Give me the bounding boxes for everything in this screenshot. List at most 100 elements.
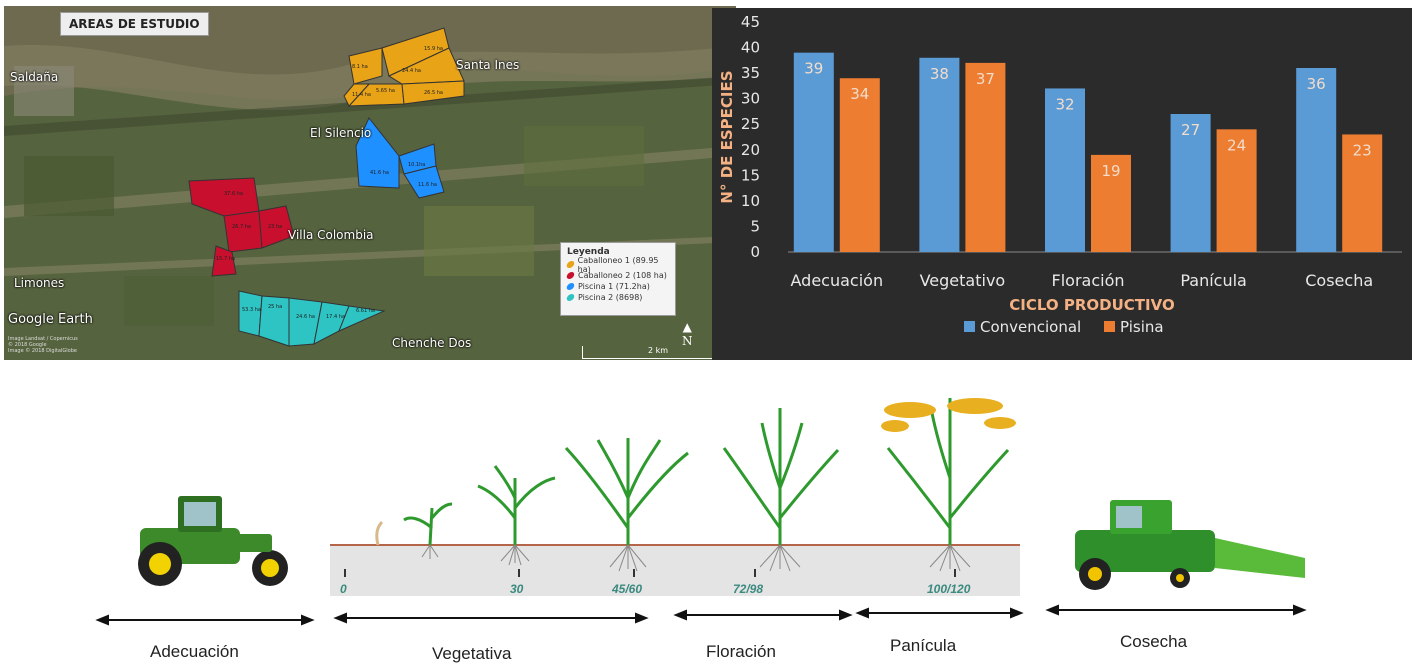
place-villa-colombia: Villa Colombia xyxy=(288,228,374,242)
place-saldana: Saldaña xyxy=(10,70,59,84)
bar-convencional xyxy=(1045,88,1085,252)
grain-panicles xyxy=(881,398,1016,432)
study-area-map: 15.9 ha 8.1 ha 24.4 ha 5.65 ha 11.4 ha 2… xyxy=(4,6,736,360)
place-chenche-dos: Chenche Dos xyxy=(392,336,472,350)
data-label: 32 xyxy=(1055,95,1074,113)
x-tick-label: Panícula xyxy=(1180,271,1247,290)
y-tick-label: 20 xyxy=(741,141,760,159)
legend-item: Piscina 1 (71.2ha) xyxy=(565,281,669,292)
parcel-label: 23 ha xyxy=(268,224,282,230)
root-systems xyxy=(421,544,971,572)
stage-label-floracion: Floración xyxy=(706,642,776,661)
y-tick-label: 30 xyxy=(741,90,760,108)
legend-label: Pisina xyxy=(1120,318,1164,336)
data-label: 38 xyxy=(930,65,949,83)
x-tick-label: Adecuación xyxy=(791,271,884,290)
legend-swatch xyxy=(565,261,575,268)
stage-label-panicula: Panícula xyxy=(890,636,957,655)
data-label: 27 xyxy=(1181,121,1200,139)
young-plant-icon xyxy=(403,502,453,546)
parcel-label: 8.1 ha xyxy=(352,64,368,70)
legend-swatch xyxy=(1104,321,1115,332)
y-tick-label: 40 xyxy=(741,39,760,57)
data-label: 37 xyxy=(976,70,995,88)
parcel-label: 11.4 ha xyxy=(352,92,371,98)
crop-cycle-diagram: 0 30 45/60 72/98 100/120 Adecuación Vege… xyxy=(0,368,1416,665)
y-tick-label: 35 xyxy=(741,64,760,82)
seedling-icon xyxy=(375,520,384,546)
credit-line: Image © 2018 DigitalGlobe xyxy=(8,348,77,354)
parcel-label: 24.6 ha xyxy=(296,314,315,320)
x-tick-label: Vegetativo xyxy=(920,271,1006,290)
y-tick-label: 10 xyxy=(741,192,760,210)
x-axis-title: CICLO PRODUCTIVO xyxy=(1009,296,1174,314)
legend-swatch xyxy=(964,321,975,332)
bar-convencional xyxy=(793,52,834,252)
parcel-label: 25 ha xyxy=(268,304,282,310)
bar-convencional xyxy=(1296,68,1337,252)
bar-pisina xyxy=(1342,134,1383,252)
bar-pisina xyxy=(1216,129,1257,252)
panicle-plant-icon xyxy=(886,398,1010,545)
north-label: N xyxy=(682,334,693,348)
stage-arrows xyxy=(95,604,1307,626)
data-label: 36 xyxy=(1307,75,1326,93)
y-tick-label: 25 xyxy=(741,115,760,133)
google-earth-logo: Google Earth xyxy=(8,312,93,327)
parcel-label: 15.9 ha xyxy=(424,46,443,52)
data-label: 39 xyxy=(804,60,823,78)
tractor-icon xyxy=(138,496,288,586)
parcel-label: 6.61 ha xyxy=(356,308,375,314)
yellow-parcels xyxy=(343,27,465,107)
plant-stages xyxy=(375,398,1010,546)
place-santa-ines: Santa Ines xyxy=(456,58,520,72)
legend-label: Piscina 1 (71.2ha) xyxy=(578,282,650,291)
day-label: 45/60 xyxy=(612,582,643,596)
place-el-silencio: El Silencio xyxy=(310,126,372,140)
map-title: AREAS DE ESTUDIO xyxy=(60,12,209,36)
blue-parcels xyxy=(355,117,445,199)
y-tick-label: 5 xyxy=(750,217,760,235)
stage-label-adecuacion: Adecuación xyxy=(150,642,239,661)
day-ticks xyxy=(344,569,956,577)
data-label: 23 xyxy=(1353,141,1372,159)
parcel-label: 10.1ha xyxy=(408,162,425,168)
legend-item: Piscina 2 (8698) xyxy=(565,292,669,303)
data-label: 19 xyxy=(1101,162,1120,180)
legend-title: Leyenda xyxy=(567,247,610,257)
place-limones: Limones xyxy=(14,276,65,290)
flowering-plant-icon xyxy=(722,408,840,545)
north-arrow-icon: ▲ N xyxy=(682,320,693,348)
chart-svg: 0 5 10 15 20 25 30 35 40 45 N° DE ESPECIES 39 34 Adec… xyxy=(718,13,1402,336)
bar-convencional xyxy=(919,57,960,253)
bar-pisina xyxy=(1091,154,1131,252)
scale-label: 2 km xyxy=(647,346,669,355)
x-tick-label: Cosecha xyxy=(1305,271,1373,290)
y-tick-label: 45 xyxy=(741,13,760,31)
cyan-parcels xyxy=(238,290,386,347)
tillering-plant-icon xyxy=(477,465,556,545)
parcel-label: 15.7 ha xyxy=(216,256,235,262)
parcel-labels: 15.9 ha 8.1 ha 24.4 ha 5.65 ha 11.4 ha 2… xyxy=(216,46,443,320)
species-bar-chart: 0 5 10 15 20 25 30 35 40 45 N° DE ESPECIES 39 34 Adec… xyxy=(712,8,1412,360)
legend-label: Caballoneo 2 (108 ha) xyxy=(578,271,667,280)
stage-label-vegetativa: Vegetativa xyxy=(432,644,512,663)
bar-pisina xyxy=(839,78,880,252)
legend-swatch xyxy=(565,283,576,290)
y-tick-label: 15 xyxy=(741,166,760,184)
x-tick-label: Floración xyxy=(1052,271,1125,290)
credit-line: © 2018 Google xyxy=(8,342,47,348)
soil-band xyxy=(330,544,1020,596)
parcel-overlay: 15.9 ha 8.1 ha 24.4 ha 5.65 ha 11.4 ha 2… xyxy=(188,27,465,347)
parcel-label: 26.5 ha xyxy=(424,90,443,96)
parcel-label: 5.65 ha xyxy=(376,88,395,94)
day-label: 100/120 xyxy=(927,582,971,596)
credit-line: Image Landsat / Copernicus xyxy=(8,336,78,342)
stage-label-cosecha: Cosecha xyxy=(1120,632,1188,651)
legend-swatch xyxy=(565,272,576,279)
parcel-label: 53.3 ha xyxy=(242,307,261,313)
parcel-label: 11.6 ha xyxy=(418,182,437,188)
crop-cycle-illustration xyxy=(95,398,1307,626)
legend-label: Convencional xyxy=(980,318,1081,336)
map-legend: Leyenda Caballoneo 1 (89.95 ha) Caballon… xyxy=(560,242,676,316)
